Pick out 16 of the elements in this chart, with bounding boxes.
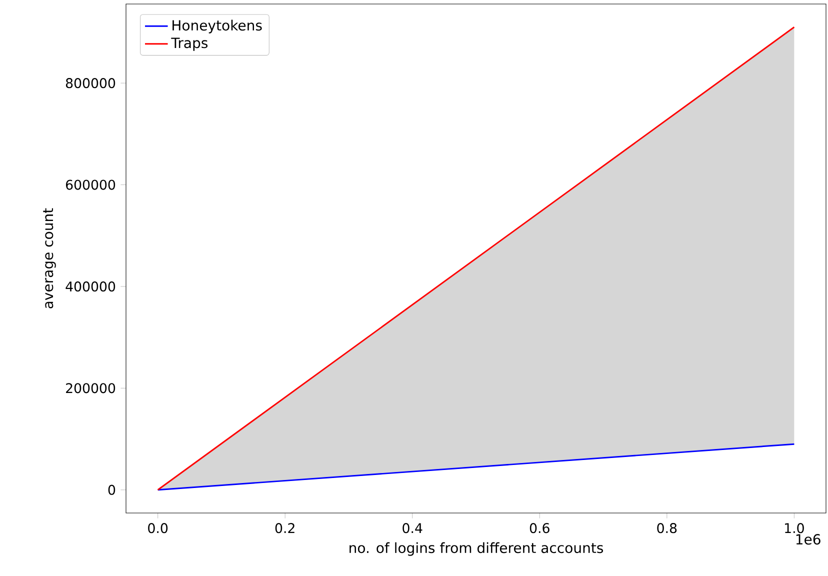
x-tick-label: 0.2 bbox=[275, 523, 294, 534]
y-tick-label: 400000 bbox=[66, 281, 116, 292]
x-tick-label: 0.0 bbox=[148, 523, 168, 534]
y-tick-label: 800000 bbox=[66, 78, 116, 88]
x-tick-label: 0.8 bbox=[657, 523, 677, 534]
legend-label: Honeytokens bbox=[172, 20, 262, 34]
y-axis-title: average count bbox=[43, 208, 56, 308]
x-tick-label: 1.0 bbox=[785, 523, 804, 534]
legend-label: Traps bbox=[171, 38, 208, 51]
x-tick-label: 0.6 bbox=[530, 523, 550, 534]
y-tick-label: 200000 bbox=[66, 383, 116, 394]
x-tick-label: 0.4 bbox=[402, 523, 422, 534]
x-axis-title: no. of logins from different accounts bbox=[350, 542, 604, 556]
text: 1e6 bbox=[796, 534, 820, 545]
y-tick-label: 0 bbox=[108, 484, 116, 495]
y-tick-label: 600000 bbox=[66, 180, 116, 190]
